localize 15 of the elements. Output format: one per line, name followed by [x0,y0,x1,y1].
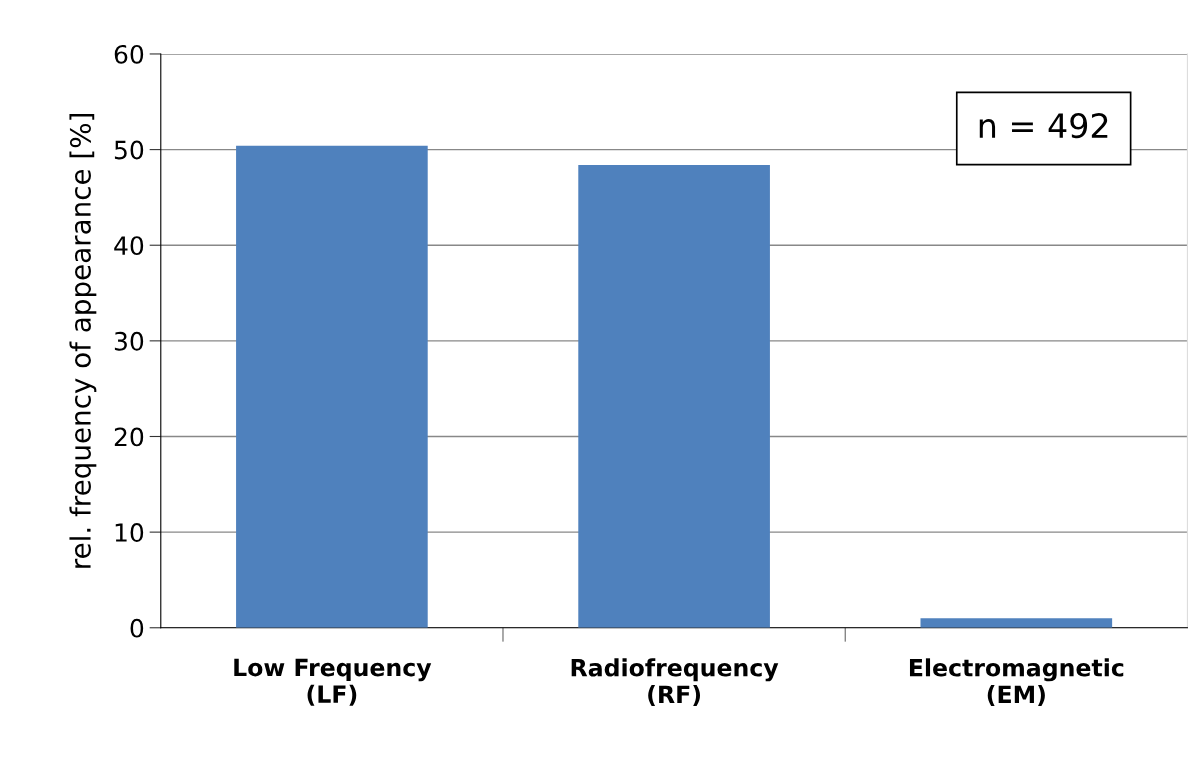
y-tick-label: 30 [114,331,144,351]
y-tick-label: 20 [114,427,144,447]
y-tick-label: 60 [114,44,144,64]
y-tick-label: 50 [114,140,144,160]
y-tick-label: 10 [115,523,144,542]
y-axis-title: rel. frequency of appearance [%] [69,113,97,568]
x-tick-label: Electromagnetic (EM) [909,658,1124,706]
x-tick-label: Low Frequency (LF) [234,658,432,706]
bar [236,145,428,628]
y-tick-label: 0 [130,618,144,638]
bar [578,164,770,628]
x-tick-label: Radiofrequency (RF) [571,658,779,706]
y-tick-label: 40 [114,236,144,256]
annotation: n = 492 [979,113,1108,139]
bar [920,618,1113,628]
